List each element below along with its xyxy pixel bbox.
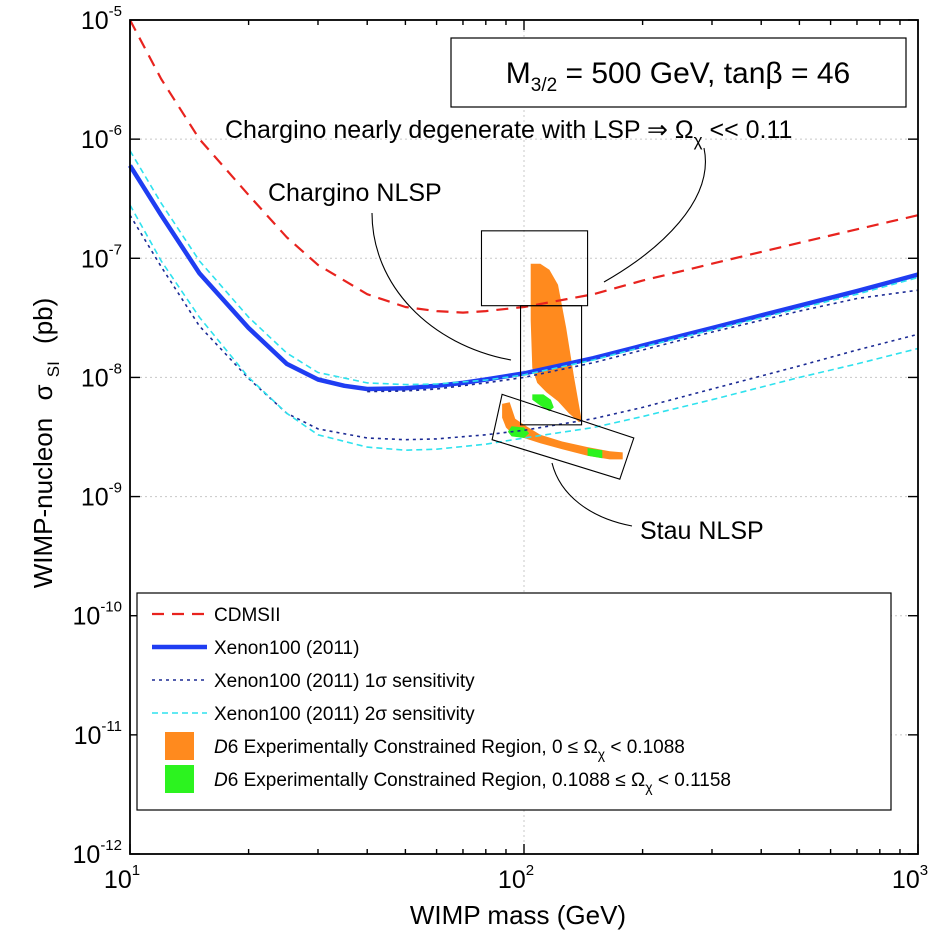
leader-chargino-degenerate (603, 147, 706, 283)
legend-label-5: D6 Experimentally Constrained Region, 0.… (214, 770, 731, 795)
region-4 (587, 448, 603, 459)
leader-stau-nlsp (551, 462, 633, 527)
y-axis-title-symbol: σ (28, 385, 58, 401)
legend: CDMSII Xenon100 (2011) Xenon100 (2011) 1σ … (152, 605, 731, 795)
legend-item-4: D6 Experimentally Constrained Region, 0 … (165, 732, 685, 762)
legend-swatch-5 (165, 765, 194, 793)
legend-label-1: Xenon100 (2011) (214, 638, 359, 659)
legend-label-0: CDMSII (214, 605, 281, 626)
legend-swatch-4 (165, 732, 194, 760)
legend-label-2: Xenon100 (2011) 1σ sensitivity (214, 671, 475, 692)
tick-labels: 101 102 103 10-12 10-11 10-10 10-9 10-8 10-7 10-6… (73, 3, 929, 894)
annotation-chargino-nlsp: Chargino NLSP (268, 179, 442, 207)
y-tick-label: 10-7 (81, 241, 122, 273)
x-tick-label: 101 (104, 862, 140, 894)
legend-label-3: Xenon100 (2011) 2σ sensitivity (214, 704, 475, 725)
y-tick-label: 10-8 (81, 360, 122, 392)
legend-label-4: D6 Experimentally Constrained Region, 0 … (214, 737, 685, 762)
legend-item-1: Xenon100 (2011) (152, 638, 359, 659)
series-lines (128, 19, 919, 451)
y-tick-label: 10-6 (81, 122, 122, 154)
annotation-box-tilted (491, 393, 635, 480)
y-tick-label: 10-5 (81, 3, 122, 35)
series-line-2 (129, 214, 919, 441)
series-line-5 (129, 150, 919, 386)
series-line-0 (129, 19, 919, 314)
axis-ticks (129, 19, 919, 855)
parameter-box (450, 37, 907, 108)
annotation-boxes (480, 230, 635, 480)
y-axis-title-sub: SI (44, 361, 63, 377)
parameter-box-label: M3/2 = 500 GeV, tanβ = 46 (506, 57, 850, 96)
y-axis-title: WIMP-nucleon σ SI (pb) (28, 298, 65, 589)
y-tick-label: 10-10 (73, 599, 123, 631)
y-tick-label: 10-11 (74, 718, 122, 750)
annotation-box-1 (519, 305, 583, 426)
region-3 (507, 426, 530, 438)
series-line-4 (129, 204, 919, 451)
legend-item-0: CDMSII (152, 605, 281, 626)
legend-box (136, 592, 892, 811)
x-tick-label: 103 (892, 862, 928, 894)
x-tick-label: 102 (498, 862, 534, 894)
annotation-chargino-degenerate: Chargino nearly degenerate with LSP ⇒ Ωχ… (225, 116, 792, 150)
y-tick-label: 10-9 (81, 480, 122, 512)
y-axis-title-main: WIMP-nucleon (28, 418, 58, 589)
region-2 (532, 394, 554, 412)
svg-text:WIMP-nucleon σ SI: WIMP-nucleon σ SI (pb) (28, 298, 65, 589)
leader-chargino-nlsp (371, 212, 512, 361)
legend-item-5: D6 Experimentally Constrained Region, 0.… (165, 765, 731, 795)
x-axis-title: WIMP mass (GeV) (410, 900, 626, 930)
y-axis-title-unit: (pb) (28, 298, 58, 344)
y-tick-label: 10-12 (73, 837, 123, 869)
series-line-3 (367, 289, 919, 393)
legend-item-2: Xenon100 (2011) 1σ sensitivity (152, 671, 475, 692)
legend-item-3: Xenon100 (2011) 2σ sensitivity (152, 704, 475, 725)
series-line-1 (128, 164, 919, 392)
annotation-stau-nlsp: Stau NLSP (640, 517, 764, 545)
